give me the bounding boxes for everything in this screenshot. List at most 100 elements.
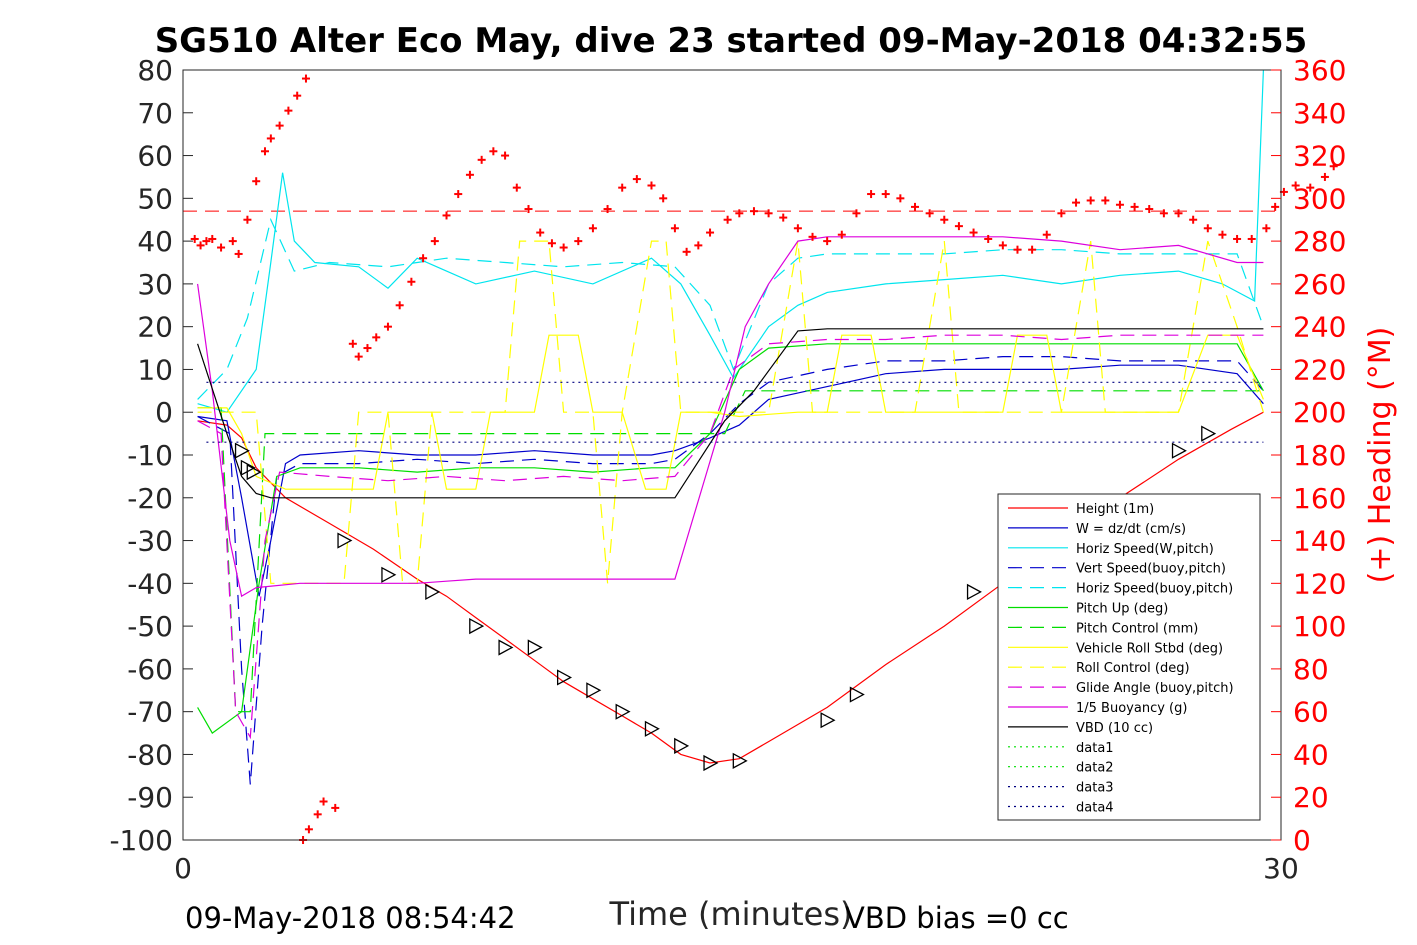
- y-right-tick-label: 300: [1293, 182, 1346, 215]
- heading-point: [354, 352, 363, 361]
- triangle-marker: [1171, 442, 1187, 459]
- heading-point: [1042, 230, 1051, 239]
- y-tick-label: -20: [127, 482, 173, 515]
- heading-point: [588, 224, 597, 233]
- chart-title: SG510 Alter Eco May, dive 23 started 09-…: [155, 21, 1308, 61]
- heading-point: [618, 183, 627, 192]
- heading-point: [1057, 209, 1066, 218]
- footer-timestamp: 09-May-2018 08:54:42: [185, 901, 516, 935]
- y-tick-label: -60: [127, 653, 173, 686]
- triangle-markers: [234, 425, 1217, 772]
- y-right-tick-label: 20: [1293, 781, 1329, 814]
- y-right-tick-label: 40: [1293, 738, 1329, 771]
- legend-label: Vert Speed(buoy,pitch): [1076, 562, 1226, 577]
- triangle-marker: [586, 682, 602, 699]
- heading-point: [228, 237, 237, 246]
- triangle-marker: [498, 639, 514, 656]
- heading-point: [559, 243, 568, 252]
- series-line-vbd-10-cc-: [197, 328, 1264, 499]
- heading-point: [723, 215, 732, 224]
- heading-point: [574, 237, 583, 246]
- y-tick-label: -80: [127, 738, 173, 771]
- y-tick-label: -10: [127, 439, 173, 472]
- legend-label: 1/5 Buoyancy (g): [1076, 701, 1187, 716]
- heading-point: [348, 339, 357, 348]
- y-tick-label: -30: [127, 525, 173, 558]
- legend-label: Height (1m): [1076, 502, 1154, 517]
- heading-point: [1130, 202, 1139, 211]
- heading-point: [260, 147, 269, 156]
- series-line-1-5-buoyancy-g-: [197, 236, 1264, 598]
- heading-point: [1028, 245, 1037, 254]
- heading-point: [632, 175, 641, 184]
- heading-point: [243, 215, 252, 224]
- heading-point: [536, 228, 545, 237]
- heading-point: [764, 209, 773, 218]
- heading-point: [383, 322, 392, 331]
- heading-point: [969, 228, 978, 237]
- heading-point: [1306, 183, 1315, 192]
- legend: Height (1m) W = dz/dt (cm/s) Horiz Speed(W…: [997, 493, 1261, 821]
- heading-point: [659, 194, 668, 203]
- series-line-horiz-speed-w-pitch-: [197, 69, 1264, 413]
- heading-point: [524, 205, 533, 214]
- heading-point: [190, 234, 199, 243]
- heading-point: [603, 205, 612, 214]
- y-tick-label: -90: [127, 781, 173, 814]
- heading-point: [419, 254, 428, 263]
- series-line-vert-speed-buoy-pitch-: [197, 356, 1264, 785]
- heading-point: [1145, 205, 1154, 214]
- heading-point: [1203, 224, 1212, 233]
- legend-label: VBD (10 cc): [1076, 721, 1153, 736]
- heading-point: [454, 190, 463, 199]
- heading-point: [489, 147, 498, 156]
- legend-label: data4: [1076, 801, 1114, 816]
- heading-point: [512, 183, 521, 192]
- series-line-horiz-speed-buoy-pitch-: [197, 217, 1264, 400]
- y-right-tick-label: 360: [1293, 54, 1346, 87]
- heading-point: [647, 181, 656, 190]
- heading-point: [1159, 209, 1168, 218]
- y-tick-label: -100: [109, 824, 173, 857]
- triangle-marker: [469, 618, 485, 635]
- y-right-tick-label: 60: [1293, 696, 1329, 729]
- heading-point: [852, 209, 861, 218]
- heading-point: [881, 190, 890, 199]
- heading-point: [442, 211, 451, 220]
- heading-point: [301, 74, 310, 83]
- heading-point: [1291, 181, 1300, 190]
- legend-label: Vehicle Roll Stbd (deg): [1076, 641, 1223, 656]
- series-line-pitch-up-deg-: [197, 343, 1264, 734]
- y-right-tick-label: 120: [1293, 567, 1346, 600]
- x-axis-label: Time (minutes): [609, 895, 853, 933]
- heading-point: [1174, 209, 1183, 218]
- series-line-glide-angle-buoy-pitch-: [197, 334, 1264, 740]
- heading-point: [1247, 234, 1256, 243]
- y-tick-label: 50: [137, 182, 173, 215]
- legend-label: Pitch Control (mm): [1076, 621, 1198, 636]
- triangle-marker: [234, 442, 250, 459]
- legend-label: Roll Control (deg): [1076, 661, 1190, 676]
- heading-point: [984, 234, 993, 243]
- heading-point: [998, 241, 1007, 250]
- heading-point: [808, 232, 817, 241]
- series-line-vehicle-roll-stbd-deg-: [197, 334, 1264, 490]
- heading-point: [867, 190, 876, 199]
- heading-point: [1271, 202, 1280, 211]
- heading-point: [837, 230, 846, 239]
- legend-label: Glide Angle (buoy,pitch): [1076, 681, 1234, 696]
- heading-point: [823, 237, 832, 246]
- heading-point: [1189, 215, 1198, 224]
- y-right-tick-label: 160: [1293, 482, 1346, 515]
- x-tick-label: 30: [1263, 852, 1299, 885]
- heading-point: [208, 234, 217, 243]
- triangle-marker: [527, 639, 543, 656]
- heading-point: [465, 170, 474, 179]
- heading-point: [1329, 162, 1338, 171]
- heading-point: [407, 277, 416, 286]
- y-tick-label: -50: [127, 610, 173, 643]
- heading-point: [1233, 234, 1242, 243]
- heading-point: [896, 194, 905, 203]
- series-line-pitch-control-mm-: [197, 390, 1264, 713]
